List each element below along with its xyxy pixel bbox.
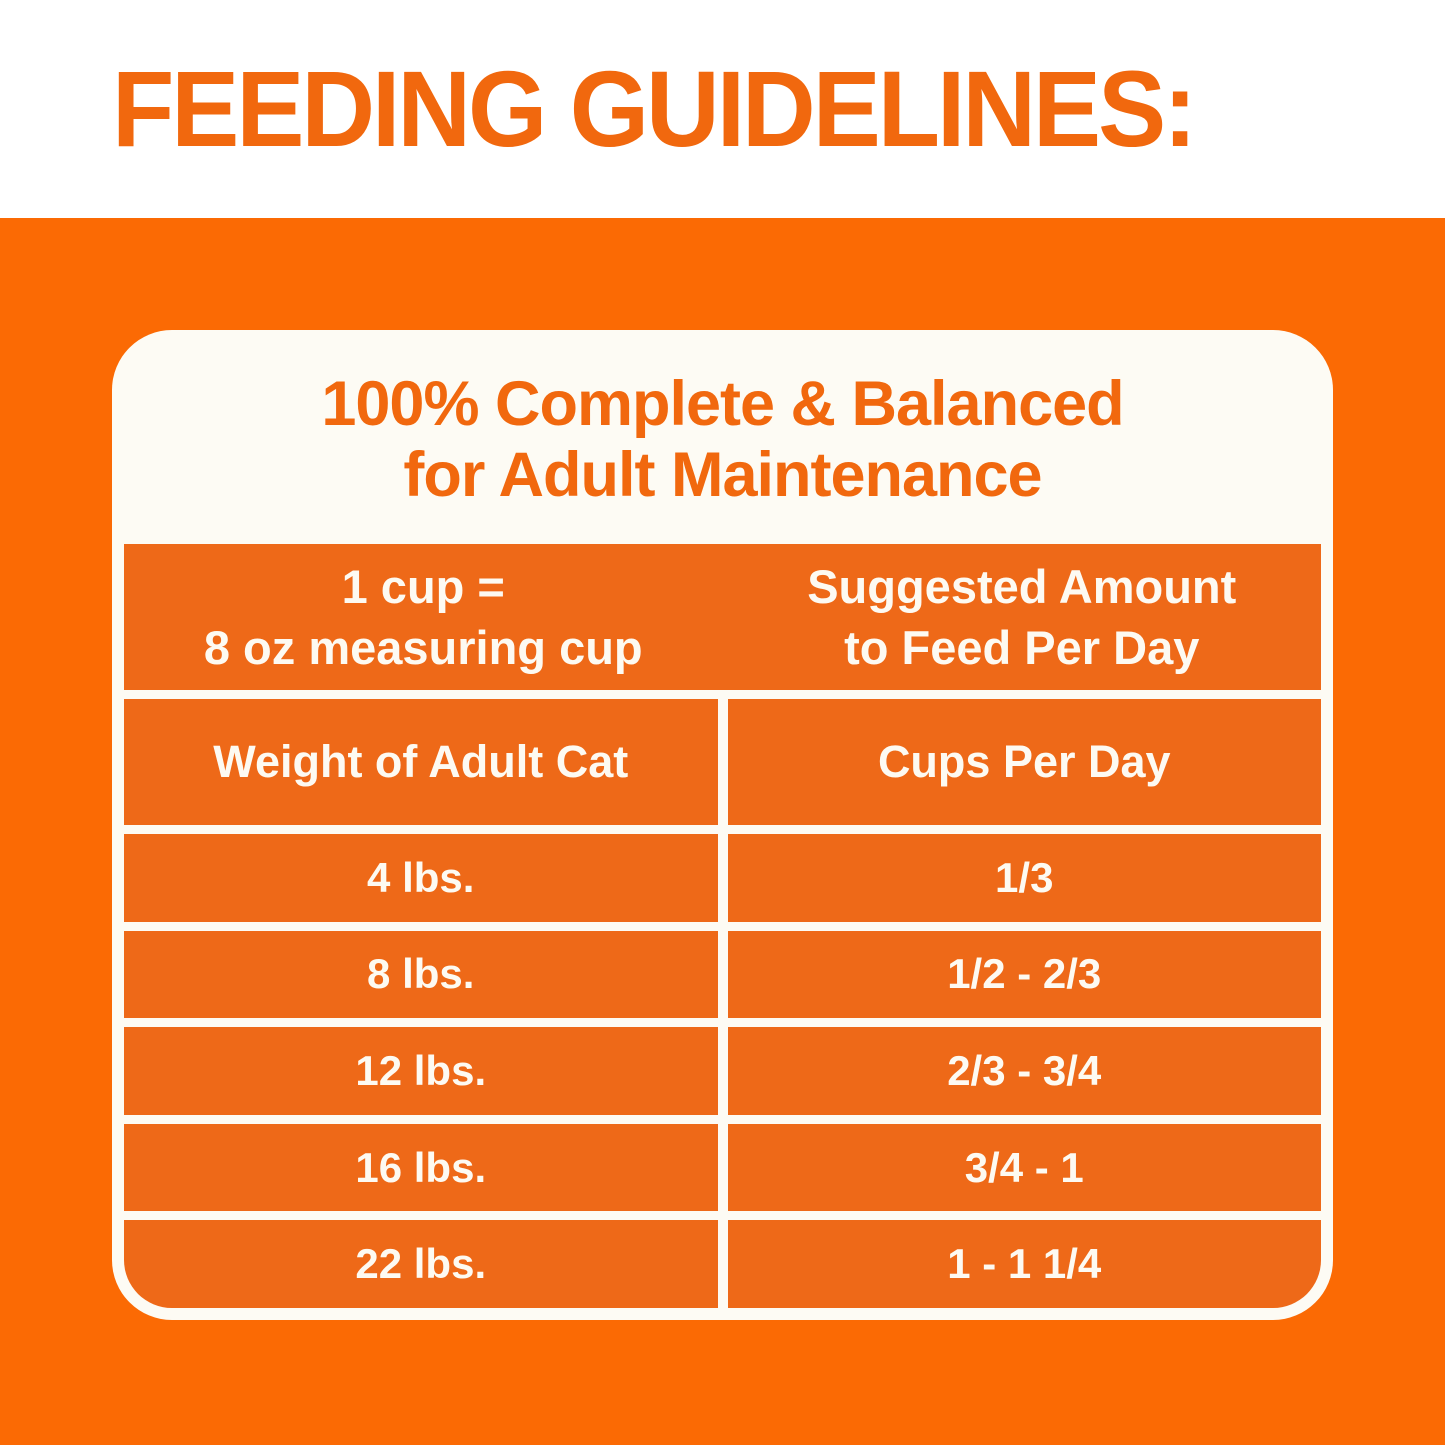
- orange-background: 100% Complete & Balanced for Adult Maint…: [0, 218, 1445, 1445]
- top-banner: FEEDING GUIDELINES:: [0, 0, 1445, 218]
- weight-cell: 16 lbs.: [124, 1123, 718, 1212]
- cups-cell: 1/2 - 2/3: [727, 930, 1321, 1019]
- weight-cell: 12 lbs.: [124, 1027, 718, 1115]
- table-row: 8 lbs. 1/2 - 2/3: [124, 930, 1321, 1019]
- cups-cell: 1/3: [727, 834, 1321, 922]
- table-row: 16 lbs. 3/4 - 1: [124, 1123, 1321, 1212]
- table-row: 12 lbs. 2/3 - 3/4: [124, 1027, 1321, 1115]
- suggested-amount-note-line1: Suggested Amount: [807, 559, 1237, 613]
- cups-cell: 2/3 - 3/4: [727, 1027, 1321, 1115]
- measuring-cup-note-line1: 1 cup =: [341, 559, 505, 613]
- card-heading-line1: 100% Complete & Balanced: [321, 368, 1124, 439]
- weight-cell: 8 lbs.: [124, 930, 718, 1019]
- column-header-cups: Cups Per Day: [727, 699, 1321, 825]
- feeding-guidelines-card: 100% Complete & Balanced for Adult Maint…: [112, 330, 1333, 1320]
- table-subheader-row: 1 cup = 8 oz measuring cup Suggested Amo…: [124, 544, 1321, 690]
- cups-cell: 3/4 - 1: [727, 1123, 1321, 1212]
- table-column-header-row: Weight of Adult Cat Cups Per Day: [124, 699, 1321, 825]
- table-row: 22 lbs. 1 - 1 1/4: [124, 1220, 1321, 1308]
- weight-cell: 4 lbs.: [124, 834, 718, 922]
- measuring-cup-note-line2: 8 oz measuring cup: [203, 621, 643, 674]
- page-title: FEEDING GUIDELINES:: [112, 48, 1197, 169]
- weight-cell: 22 lbs.: [124, 1220, 718, 1308]
- card-heading: 100% Complete & Balanced for Adult Maint…: [124, 330, 1321, 535]
- measuring-cup-note: 1 cup = 8 oz measuring cup: [124, 544, 723, 690]
- suggested-amount-note-line2: to Feed Per Day: [844, 621, 1200, 674]
- column-header-weight: Weight of Adult Cat: [124, 699, 718, 825]
- table-row: 4 lbs. 1/3: [124, 834, 1321, 922]
- suggested-amount-note: Suggested Amount to Feed Per Day: [723, 544, 1322, 690]
- card-heading-line2: for Adult Maintenance: [403, 439, 1042, 510]
- cups-cell: 1 - 1 1/4: [727, 1220, 1321, 1308]
